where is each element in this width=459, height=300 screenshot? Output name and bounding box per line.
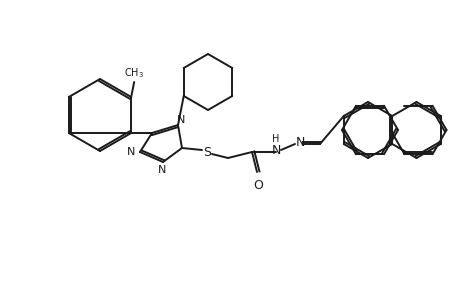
Text: H: H xyxy=(272,134,279,144)
Text: N: N xyxy=(176,115,185,125)
Text: N: N xyxy=(271,143,280,157)
Text: S: S xyxy=(202,146,211,158)
Text: CH$_3$: CH$_3$ xyxy=(124,66,144,80)
Text: N: N xyxy=(295,136,305,148)
Text: N: N xyxy=(157,165,166,175)
Text: N: N xyxy=(127,147,135,157)
Text: O: O xyxy=(252,179,263,192)
